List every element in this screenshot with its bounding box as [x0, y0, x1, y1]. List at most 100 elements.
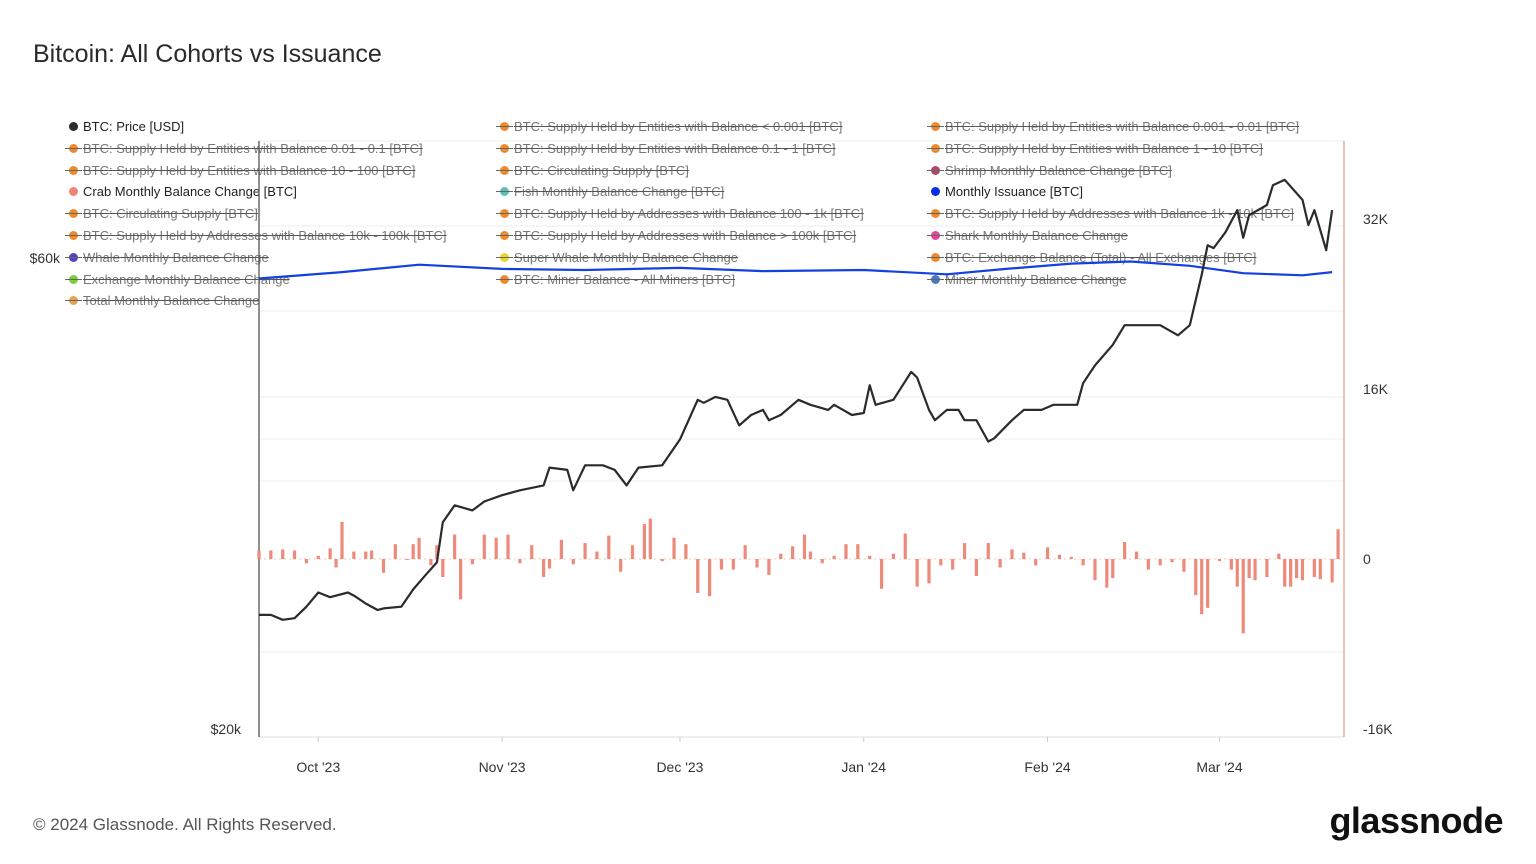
legend-item[interactable]: Total Monthly Balance Change: [65, 293, 259, 308]
crab-balance-bar: [767, 559, 771, 575]
crab-balance-bar: [1294, 559, 1299, 579]
legend-item[interactable]: BTC: Supply Held by Addresses with Balan…: [927, 206, 1294, 222]
legend-item[interactable]: Monthly Issuance [BTC]: [931, 184, 1083, 199]
crab-balance-bar: [1312, 559, 1316, 578]
crab-balance-bar: [1241, 559, 1245, 634]
legend-dot-icon: [927, 165, 944, 175]
legend-item[interactable]: BTC: Supply Held by Entities with Balanc…: [496, 141, 836, 156]
crab-balance-bar: [939, 559, 943, 566]
crab-balance-bar: [696, 559, 700, 593]
legend-item[interactable]: Miner Monthly Balance Change: [927, 272, 1126, 287]
legend-item[interactable]: Fish Monthly Balance Change [BTC]: [496, 184, 725, 200]
legend-label: BTC: Exchange Balance (Total) - All Exch…: [945, 249, 1257, 265]
legend-label: BTC: Supply Held by Addresses with Balan…: [83, 228, 447, 243]
crab-balance-bar: [559, 539, 563, 559]
legend-label: Fish Monthly Balance Change [BTC]: [514, 184, 725, 200]
crab-balance-bar: [257, 550, 261, 559]
legend-item[interactable]: BTC: Exchange Balance (Total) - All Exch…: [927, 249, 1257, 265]
legend-label: BTC: Supply Held by Addresses with Balan…: [945, 206, 1294, 222]
crab-balance-bar: [595, 551, 599, 559]
crab-balance-bar: [607, 535, 611, 559]
crab-balance-bar: [1318, 559, 1322, 580]
crab-balance-bar: [340, 521, 344, 559]
legend-dot-icon: [496, 122, 513, 131]
legend-dot-icon: [69, 187, 78, 197]
legend-item[interactable]: Exchange Monthly Balance Change: [65, 272, 290, 287]
crab-balance-bar: [393, 544, 397, 559]
crab-balance-bar: [1081, 559, 1085, 566]
crab-balance-bar: [832, 555, 836, 559]
legend-item[interactable]: Super Whale Monthly Balance Change: [496, 250, 738, 265]
crab-balance-bar: [1206, 559, 1210, 608]
crab-balance-bar: [1247, 559, 1251, 579]
crab-balance-bar: [642, 523, 646, 559]
x-tick-label: Jan '24: [841, 759, 886, 775]
legend-item[interactable]: BTC: Circulating Supply [BTC]: [65, 206, 258, 221]
crab-balance-bar: [844, 544, 848, 559]
legend-item[interactable]: BTC: Supply Held by Entities with Balanc…: [496, 119, 843, 134]
crab-balance-bar: [470, 559, 475, 565]
x-tick-label: Oct '23: [296, 759, 340, 775]
crab-balance-bar: [370, 550, 374, 559]
chart-title: Bitcoin: All Cohorts vs Issuance: [33, 40, 382, 68]
crab-balance-bar: [364, 551, 368, 559]
x-tick-label: Nov '23: [479, 759, 526, 775]
legend-label: Shark Monthly Balance Change: [945, 228, 1128, 243]
crab-balance-bar: [1123, 542, 1127, 559]
legend-item[interactable]: Crab Monthly Balance Change [BTC]: [69, 184, 297, 199]
crab-balance-bar: [518, 559, 522, 564]
legend-item[interactable]: Whale Monthly Balance Change: [65, 250, 269, 265]
legend-item[interactable]: BTC: Circulating Supply [BTC]: [496, 163, 689, 178]
glassnode-logo: glassnode: [1329, 800, 1503, 841]
legend-item[interactable]: Shark Monthly Balance Change: [927, 228, 1128, 243]
crab-balance-bar: [1229, 559, 1233, 570]
legend-item[interactable]: Shrimp Monthly Balance Change [BTC]: [927, 163, 1172, 178]
legend-item[interactable]: BTC: Price [USD]: [69, 119, 184, 134]
legend-dot-icon: [927, 274, 944, 284]
crab-balance-bar: [856, 544, 860, 559]
crab-balance-bar: [482, 534, 486, 559]
legend-item[interactable]: BTC: Supply Held by Addresses with Balan…: [496, 206, 864, 222]
legend-dot-icon: [931, 187, 940, 197]
crab-balance-bar: [334, 559, 338, 568]
crab-balance-bar: [328, 548, 332, 559]
legend-item[interactable]: BTC: Miner Balance - All Miners [BTC]: [496, 271, 736, 287]
crab-balance-bar: [411, 544, 415, 559]
crab-balance-bar: [583, 543, 587, 559]
legend-dot-icon: [65, 165, 82, 175]
legend-label: BTC: Supply Held by Entities with Balanc…: [514, 119, 843, 134]
crab-balance-bar: [1217, 559, 1222, 562]
crab-balance-bar: [927, 559, 931, 584]
legend-label: BTC: Price [USD]: [83, 119, 185, 134]
crab-balance-bar: [381, 559, 386, 573]
legend-dot-icon: [496, 165, 513, 175]
crab-balance-bar: [1057, 554, 1062, 559]
legend-dot-icon: [496, 231, 513, 240]
crab-balance-bar: [1034, 559, 1038, 566]
legend-item[interactable]: BTC: Supply Held by Addresses with Balan…: [496, 228, 856, 243]
legend-label: Monthly Issuance [BTC]: [945, 184, 1083, 200]
legend-dot-icon: [65, 209, 82, 219]
legend-dot-icon: [927, 209, 944, 219]
crab-balance-bar: [1134, 551, 1139, 559]
crab-balance-bar: [868, 555, 872, 559]
legend-dot-icon: [927, 122, 944, 131]
legend-item[interactable]: BTC: Supply Held by Addresses with Balan…: [65, 228, 447, 243]
legend-item[interactable]: BTC: Supply Held by Entities with Balanc…: [65, 163, 415, 178]
crab-balance-bar: [962, 543, 967, 559]
copyright-footer: © 2024 Glassnode. All Rights Reserved.: [33, 815, 337, 834]
crab-balance-bar: [1022, 552, 1026, 559]
legend-item[interactable]: BTC: Supply Held by Entities with Balanc…: [927, 119, 1299, 134]
crab-balance-bar: [304, 559, 309, 564]
legend: BTC: Price [USD] BTC: Supply Held by Enti…: [0, 0, 1536, 320]
legend-item[interactable]: BTC: Supply Held by Entities with Balanc…: [927, 141, 1263, 156]
crab-balance-bar: [429, 559, 433, 566]
crab-balance-bar: [903, 533, 907, 559]
legend-label: BTC: Supply Held by Addresses with Balan…: [514, 206, 864, 222]
legend-item[interactable]: BTC: Supply Held by Entities with Balanc…: [65, 141, 423, 156]
crab-balance-bar: [648, 518, 652, 559]
crab-balance-bar: [458, 559, 463, 600]
legend-label: BTC: Miner Balance - All Miners [BTC]: [514, 271, 736, 287]
legend-dot-icon: [65, 231, 82, 240]
crab-balance-bar: [820, 559, 824, 564]
